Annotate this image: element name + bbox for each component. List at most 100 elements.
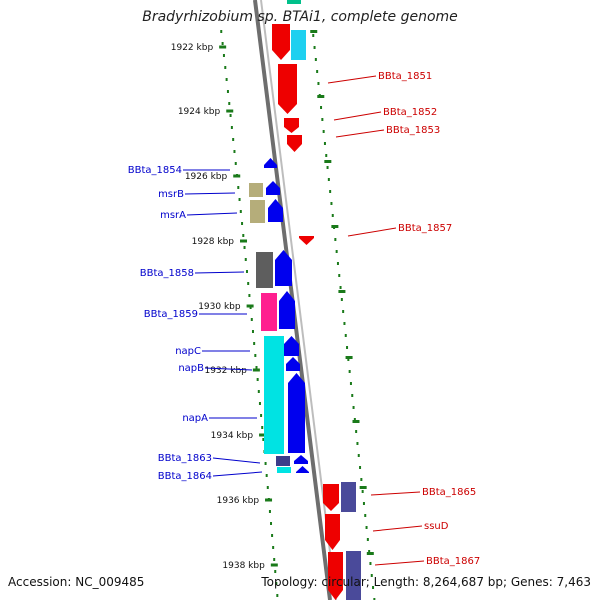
- tick-dot: [317, 82, 320, 85]
- tick-dot: [326, 166, 329, 169]
- tick-dot: [261, 426, 264, 429]
- major-tick: [259, 433, 267, 437]
- tick-dot: [276, 594, 279, 597]
- major-tick: [317, 95, 325, 98]
- tick-dot: [257, 390, 260, 393]
- similarity-block: [277, 467, 291, 473]
- leader-line: [212, 457, 261, 464]
- tick-dot: [232, 138, 235, 141]
- tick-dot: [314, 58, 317, 61]
- tick-dot: [349, 382, 352, 385]
- reverse-gene-arrow: [272, 24, 290, 60]
- tick-dot: [331, 214, 334, 217]
- tick-dot: [368, 550, 371, 553]
- tick-dot: [313, 46, 316, 49]
- tick-dot: [243, 246, 246, 249]
- similarity-block: [249, 183, 263, 197]
- genome-summary-text: Topology: circular; Length: 8,264,687 bp…: [261, 575, 591, 589]
- tick-label: 1922 kbp: [171, 43, 214, 53]
- tick-dot: [353, 418, 356, 421]
- tick-dot: [360, 478, 363, 481]
- forward-gene-arrow: [275, 250, 292, 286]
- major-tick: [270, 563, 278, 567]
- left-gene-label: napA: [182, 413, 208, 424]
- tick-dot: [322, 130, 325, 133]
- tick-dot: [316, 70, 319, 73]
- right-gene-label: BBta_1851: [378, 71, 432, 82]
- leader-line: [184, 192, 236, 195]
- similarity-block: [346, 551, 361, 600]
- tick-dot: [260, 414, 263, 417]
- left-gene-label: BBta_1863: [158, 453, 212, 464]
- tick-dot: [352, 406, 355, 409]
- tick-dot: [237, 186, 240, 189]
- tick-dot: [356, 442, 359, 445]
- similarity-block: [264, 336, 284, 454]
- tick-dot: [351, 394, 354, 397]
- leader-line: [204, 367, 253, 371]
- tick-dot: [330, 202, 333, 205]
- tick-dot: [329, 190, 332, 193]
- tick-label: 1926 kbp: [185, 172, 228, 182]
- major-tick: [338, 290, 346, 293]
- tick-dot: [373, 598, 376, 600]
- left-gene-label: BBta_1859: [144, 309, 198, 320]
- tick-dot: [248, 294, 251, 297]
- tick-label: 1932 kbp: [204, 366, 247, 376]
- similarity-block: [256, 252, 273, 288]
- major-tick: [345, 356, 353, 359]
- right-gene-label: BBta_1865: [422, 487, 476, 498]
- major-tick: [359, 486, 367, 489]
- accession-text: Accession: NC_009485: [8, 575, 145, 589]
- tick-dot: [239, 210, 242, 213]
- tick-dot: [327, 178, 330, 181]
- tick-dot: [357, 454, 360, 457]
- major-tick: [252, 368, 260, 372]
- reverse-gene-arrow: [278, 64, 297, 114]
- tick-dot: [321, 118, 324, 121]
- tick-dot: [348, 370, 351, 373]
- tick-dot: [256, 378, 259, 381]
- tick-dot: [266, 486, 269, 489]
- leader-line: [335, 129, 385, 138]
- leader-line: [212, 471, 263, 477]
- forward-gene-arrow: [264, 158, 277, 168]
- major-tick: [233, 174, 241, 178]
- tick-label: 1938 kbp: [222, 561, 265, 571]
- right-gene-label: BBta_1852: [383, 107, 437, 118]
- tick-dot: [320, 106, 323, 109]
- tick-dot: [253, 342, 256, 345]
- tick-dot: [255, 366, 258, 369]
- major-tick: [352, 420, 360, 423]
- reverse-gene-arrow: [325, 514, 340, 550]
- tick-dot: [323, 142, 326, 145]
- right-gene-label: ssuD: [424, 521, 449, 532]
- major-tick: [265, 498, 273, 502]
- similarity-block: [287, 0, 301, 4]
- leader-line: [370, 491, 421, 496]
- tick-dot: [228, 102, 231, 105]
- forward-gene-arrow: [266, 181, 280, 195]
- forward-gene-arrow: [286, 357, 300, 371]
- tick-dot: [241, 222, 244, 225]
- leader-line: [194, 271, 245, 274]
- tick-dot: [244, 258, 247, 261]
- tick-dot: [340, 298, 343, 301]
- tick-dot: [258, 402, 261, 405]
- tick-dot: [245, 270, 248, 273]
- leader-line: [374, 560, 425, 566]
- tick-dot: [250, 318, 253, 321]
- tick-dot: [251, 330, 254, 333]
- tick-dot: [225, 78, 228, 81]
- similarity-block: [341, 482, 356, 512]
- tick-dot: [338, 274, 341, 277]
- tick-dot: [229, 114, 232, 117]
- tick-dot: [365, 526, 368, 529]
- tick-dot: [325, 154, 328, 157]
- leader-line: [347, 227, 397, 237]
- tick-label: 1928 kbp: [192, 237, 235, 247]
- left-gene-label: BBta_1854: [128, 165, 182, 176]
- tick-dot: [238, 198, 241, 201]
- tick-dot: [347, 358, 350, 361]
